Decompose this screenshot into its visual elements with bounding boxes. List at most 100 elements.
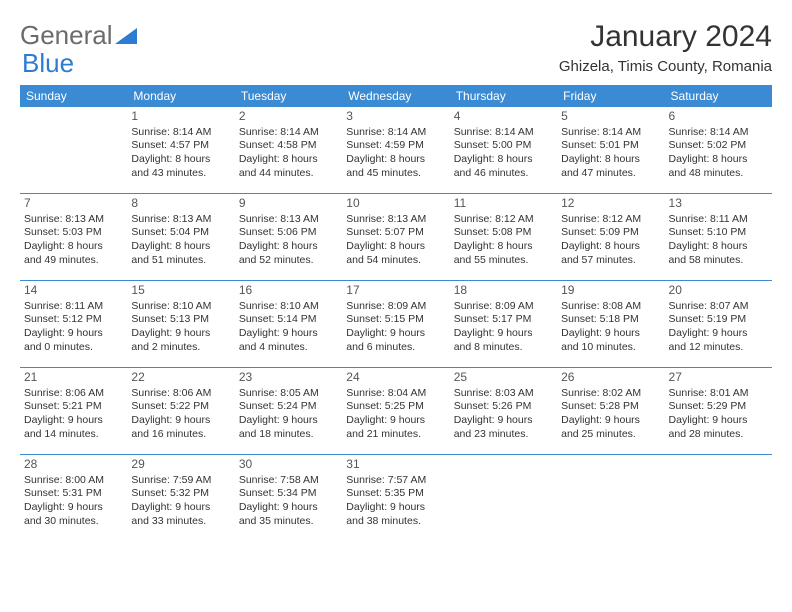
daylight-text: and 21 minutes. (346, 428, 445, 442)
day-number: 23 (239, 370, 338, 386)
sunrise-text: Sunrise: 8:10 AM (239, 300, 338, 314)
day-header: Wednesday (342, 85, 449, 107)
sunset-text: Sunset: 5:25 PM (346, 400, 445, 414)
daylight-text: Daylight: 9 hours (561, 327, 660, 341)
sunset-text: Sunset: 5:21 PM (24, 400, 123, 414)
calendar-cell: 31Sunrise: 7:57 AMSunset: 5:35 PMDayligh… (342, 455, 449, 542)
day-number: 18 (454, 283, 553, 299)
daylight-text: and 57 minutes. (561, 254, 660, 268)
day-number: 12 (561, 196, 660, 212)
sunset-text: Sunset: 5:10 PM (669, 226, 768, 240)
daylight-text: Daylight: 8 hours (131, 153, 230, 167)
daylight-text: Daylight: 9 hours (24, 327, 123, 341)
daylight-text: Daylight: 8 hours (561, 153, 660, 167)
day-number: 2 (239, 109, 338, 125)
sunrise-text: Sunrise: 7:57 AM (346, 474, 445, 488)
daylight-text: and 35 minutes. (239, 515, 338, 529)
daylight-text: Daylight: 9 hours (346, 414, 445, 428)
daylight-text: Daylight: 9 hours (561, 414, 660, 428)
sunrise-text: Sunrise: 8:06 AM (131, 387, 230, 401)
daylight-text: and 55 minutes. (454, 254, 553, 268)
day-header: Sunday (20, 85, 127, 107)
day-number: 26 (561, 370, 660, 386)
calendar-cell: 21Sunrise: 8:06 AMSunset: 5:21 PMDayligh… (20, 368, 127, 455)
sunset-text: Sunset: 4:59 PM (346, 139, 445, 153)
daylight-text: and 6 minutes. (346, 341, 445, 355)
sunset-text: Sunset: 5:12 PM (24, 313, 123, 327)
day-number: 13 (669, 196, 768, 212)
sunrise-text: Sunrise: 8:11 AM (669, 213, 768, 227)
calendar-cell: 14Sunrise: 8:11 AMSunset: 5:12 PMDayligh… (20, 281, 127, 368)
calendar-cell (665, 455, 772, 542)
daylight-text: Daylight: 8 hours (131, 240, 230, 254)
day-header: Saturday (665, 85, 772, 107)
daylight-text: Daylight: 9 hours (669, 414, 768, 428)
sunset-text: Sunset: 5:07 PM (346, 226, 445, 240)
logo-text-gray: General (20, 20, 113, 51)
daylight-text: Daylight: 9 hours (239, 327, 338, 341)
sunset-text: Sunset: 4:58 PM (239, 139, 338, 153)
sunset-text: Sunset: 5:08 PM (454, 226, 553, 240)
daylight-text: and 14 minutes. (24, 428, 123, 442)
calendar-cell: 20Sunrise: 8:07 AMSunset: 5:19 PMDayligh… (665, 281, 772, 368)
daylight-text: and 2 minutes. (131, 341, 230, 355)
calendar-cell: 23Sunrise: 8:05 AMSunset: 5:24 PMDayligh… (235, 368, 342, 455)
daylight-text: and 0 minutes. (24, 341, 123, 355)
day-number: 9 (239, 196, 338, 212)
daylight-text: Daylight: 9 hours (24, 414, 123, 428)
sunrise-text: Sunrise: 8:13 AM (24, 213, 123, 227)
sunrise-text: Sunrise: 8:14 AM (131, 126, 230, 140)
calendar-cell: 9Sunrise: 8:13 AMSunset: 5:06 PMDaylight… (235, 194, 342, 281)
sunset-text: Sunset: 5:13 PM (131, 313, 230, 327)
daylight-text: and 4 minutes. (239, 341, 338, 355)
sunset-text: Sunset: 5:03 PM (24, 226, 123, 240)
daylight-text: and 23 minutes. (454, 428, 553, 442)
title-block: January 2024 Ghizela, Timis County, Roma… (559, 20, 772, 75)
sunset-text: Sunset: 5:24 PM (239, 400, 338, 414)
daylight-text: Daylight: 9 hours (346, 327, 445, 341)
daylight-text: Daylight: 8 hours (239, 153, 338, 167)
calendar-cell: 22Sunrise: 8:06 AMSunset: 5:22 PMDayligh… (127, 368, 234, 455)
daylight-text: and 52 minutes. (239, 254, 338, 268)
sunrise-text: Sunrise: 8:12 AM (454, 213, 553, 227)
calendar-cell: 8Sunrise: 8:13 AMSunset: 5:04 PMDaylight… (127, 194, 234, 281)
day-number: 5 (561, 109, 660, 125)
calendar-cell: 17Sunrise: 8:09 AMSunset: 5:15 PMDayligh… (342, 281, 449, 368)
sunrise-text: Sunrise: 8:00 AM (24, 474, 123, 488)
sunset-text: Sunset: 5:15 PM (346, 313, 445, 327)
sunrise-text: Sunrise: 8:08 AM (561, 300, 660, 314)
calendar-cell (20, 107, 127, 194)
sunrise-text: Sunrise: 8:14 AM (239, 126, 338, 140)
daylight-text: Daylight: 8 hours (454, 240, 553, 254)
day-number: 25 (454, 370, 553, 386)
day-number: 24 (346, 370, 445, 386)
day-number: 27 (669, 370, 768, 386)
day-number: 16 (239, 283, 338, 299)
header: General January 2024 Ghizela, Timis Coun… (20, 20, 772, 75)
table-row: 1Sunrise: 8:14 AMSunset: 4:57 PMDaylight… (20, 107, 772, 194)
sunset-text: Sunset: 5:19 PM (669, 313, 768, 327)
daylight-text: and 8 minutes. (454, 341, 553, 355)
day-header: Thursday (450, 85, 557, 107)
daylight-text: Daylight: 9 hours (346, 501, 445, 515)
day-number: 10 (346, 196, 445, 212)
sunrise-text: Sunrise: 8:14 AM (346, 126, 445, 140)
daylight-text: Daylight: 9 hours (669, 327, 768, 341)
daylight-text: and 33 minutes. (131, 515, 230, 529)
calendar-body: 1Sunrise: 8:14 AMSunset: 4:57 PMDaylight… (20, 107, 772, 541)
sunset-text: Sunset: 4:57 PM (131, 139, 230, 153)
calendar-cell: 7Sunrise: 8:13 AMSunset: 5:03 PMDaylight… (20, 194, 127, 281)
day-number: 17 (346, 283, 445, 299)
calendar-cell: 24Sunrise: 8:04 AMSunset: 5:25 PMDayligh… (342, 368, 449, 455)
calendar-cell: 6Sunrise: 8:14 AMSunset: 5:02 PMDaylight… (665, 107, 772, 194)
sunset-text: Sunset: 5:01 PM (561, 139, 660, 153)
sunset-text: Sunset: 5:34 PM (239, 487, 338, 501)
daylight-text: Daylight: 8 hours (669, 240, 768, 254)
sunrise-text: Sunrise: 8:13 AM (346, 213, 445, 227)
daylight-text: and 58 minutes. (669, 254, 768, 268)
day-number: 21 (24, 370, 123, 386)
sunrise-text: Sunrise: 8:09 AM (454, 300, 553, 314)
sunset-text: Sunset: 5:29 PM (669, 400, 768, 414)
sunrise-text: Sunrise: 8:14 AM (669, 126, 768, 140)
daylight-text: and 30 minutes. (24, 515, 123, 529)
